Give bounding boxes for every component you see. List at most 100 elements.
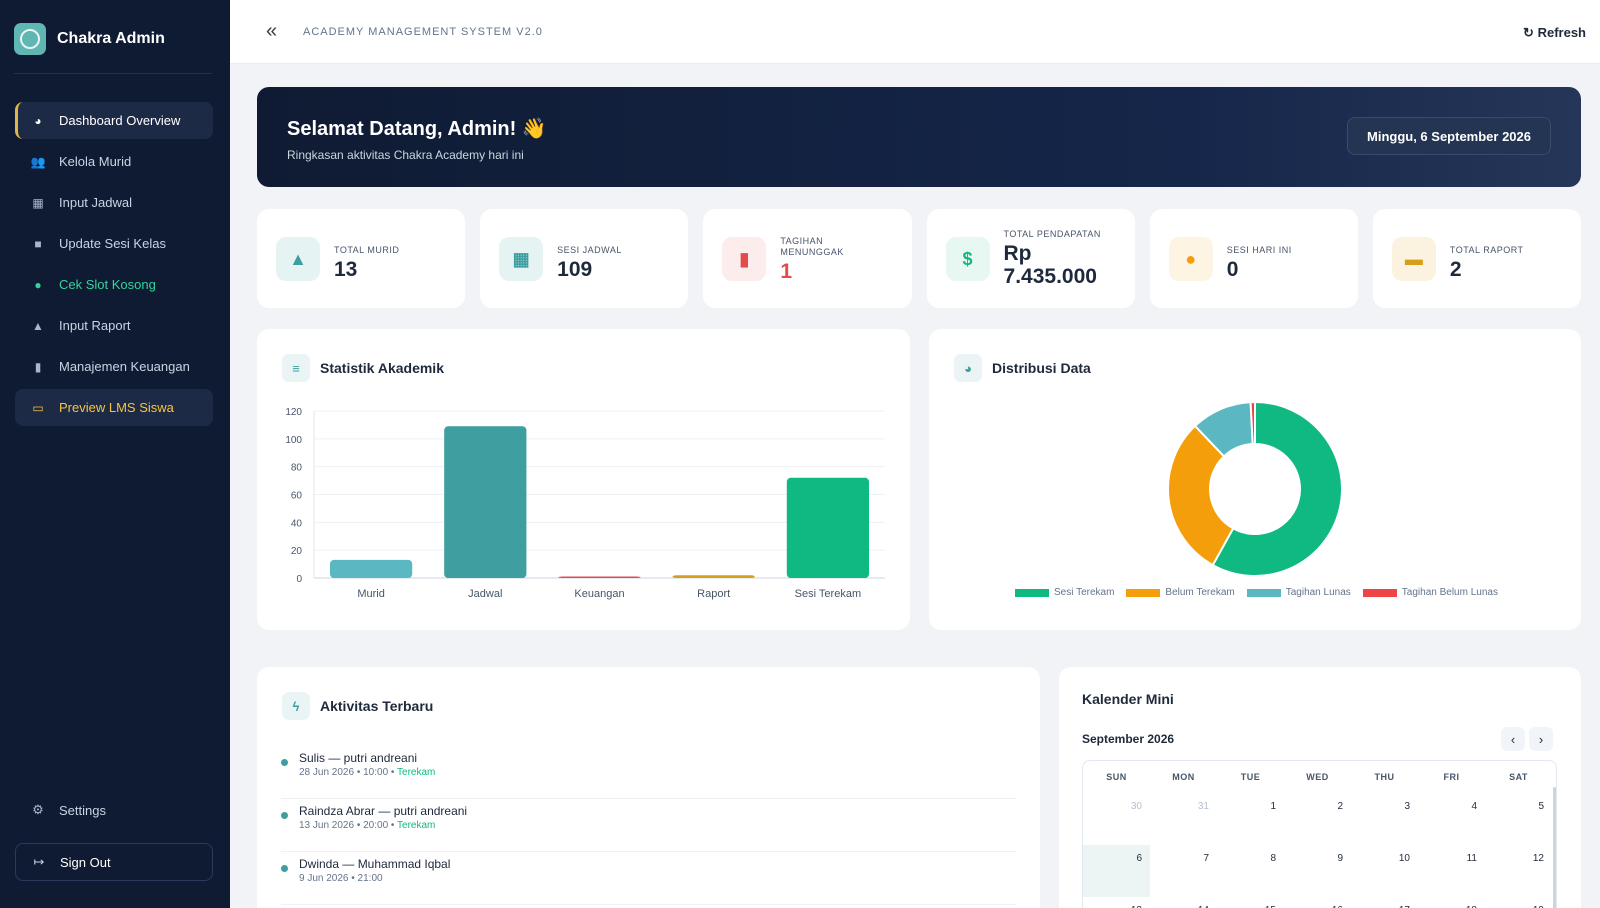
panel-title: Kalender Mini: [1082, 691, 1174, 707]
dollar-icon: $: [945, 237, 990, 281]
x-tick-label: Jadwal: [468, 588, 502, 600]
sidebar-nav: ◕ Dashboard Overview 👥 Kelola Murid ▦ In…: [15, 102, 213, 430]
panel-title: Distribusi Data: [992, 360, 1091, 376]
sidebar-item-cek-slot-kosong[interactable]: ● Cek Slot Kosong: [15, 266, 213, 303]
calendar-day[interactable]: 7: [1203, 853, 1209, 864]
users-icon: 👥: [30, 154, 46, 169]
calendar-day[interactable]: 31: [1197, 801, 1209, 812]
legend-item[interactable]: Tagihan Lunas: [1246, 587, 1351, 598]
panel-header: ≡ Statistik Akademik: [282, 354, 444, 382]
y-tick-label: 120: [285, 407, 302, 418]
calendar-day[interactable]: 6: [1083, 845, 1150, 897]
stat-value: 2: [1449, 258, 1462, 281]
legend-item[interactable]: Belum Terekam: [1126, 587, 1235, 598]
x-tick-label: Sesi Terekam: [795, 588, 861, 600]
x-tick-label: Murid: [357, 588, 385, 600]
calendar-day[interactable]: 15: [1217, 897, 1284, 908]
legend-item[interactable]: Sesi Terekam: [1015, 587, 1114, 598]
sign-out-button[interactable]: ↦ Sign Out: [15, 843, 213, 881]
status-dot: [281, 759, 288, 766]
brand-logo-icon: [14, 23, 46, 55]
slice-belum-terekam: [1167, 424, 1235, 567]
x-tick-label: Keuangan: [574, 588, 624, 600]
sidebar-item-settings[interactable]: ⚙ Settings: [15, 793, 213, 827]
legend-swatch: [1362, 588, 1397, 597]
stat-label: SESI HARI INI: [1226, 245, 1292, 255]
stat-card-total-pendapatan: $ TOTAL PENDAPATAN Rp 7.435.000: [926, 209, 1135, 308]
refresh-icon: ↻: [1523, 25, 1534, 40]
sidebar-item-manajemen-keuangan[interactable]: ▮ Manajemen Keuangan: [15, 348, 213, 385]
lightning-icon: ϟ: [282, 692, 310, 720]
list-item[interactable]: Raindza Abrar — putri andreani 13 Jun 20…: [281, 799, 1016, 852]
sidebar-item-kelola-murid[interactable]: 👥 Kelola Murid: [15, 143, 213, 180]
stat-card-tagihan-menunggak: ▮ TAGIHAN MENUNGGAK 1: [703, 209, 912, 308]
bar-chart-icon: ≡: [282, 354, 310, 382]
legend-item[interactable]: Tagihan Belum Lunas: [1362, 587, 1498, 598]
calendar-day[interactable]: 3: [1404, 801, 1410, 812]
calendar-day[interactable]: 13: [1083, 897, 1150, 908]
date-badge: Minggu, 6 September 2026: [1347, 117, 1551, 155]
chevron-left-icon: ‹: [1510, 731, 1516, 747]
calendar-day[interactable]: 4: [1471, 801, 1477, 812]
panel-header: ◕ Distribusi Data: [954, 354, 1091, 382]
welcome-subtitle: Ringkasan aktivitas Chakra Academy hari …: [287, 148, 524, 162]
sidebar-item-input-jadwal[interactable]: ▦ Input Jadwal: [15, 184, 213, 221]
calendar-day[interactable]: 8: [1270, 853, 1276, 864]
divider: [14, 73, 212, 74]
y-tick-label: 80: [291, 463, 303, 474]
activity-title: Sulis — putri andreani: [299, 751, 418, 765]
calendar-day[interactable]: 10: [1398, 853, 1410, 864]
calendar-prev-button[interactable]: ‹: [1501, 727, 1525, 751]
bar-chart: 0 20 40 60 80 100 120 Murid Jadwal Keuangan Raport…: [285, 407, 885, 600]
list-item[interactable]: Sulis — putri andreani 28 Jun 2026 • 10:…: [281, 746, 1016, 799]
calendar-dow: TUE: [1240, 772, 1261, 782]
refresh-button[interactable]: ↻ Refresh: [1523, 25, 1586, 41]
gear-icon: ⚙: [32, 802, 44, 817]
activity-status: Terekam: [397, 820, 436, 831]
stat-label: TOTAL RAPORT: [1449, 245, 1524, 255]
calendar-day[interactable]: 18: [1418, 897, 1485, 908]
calendar-day[interactable]: 17: [1351, 897, 1418, 908]
calendar-day[interactable]: 5: [1538, 801, 1544, 812]
legend-label: Tagihan Lunas: [1285, 587, 1351, 598]
sidebar-item-label: Dashboard Overview: [59, 113, 181, 128]
bar-keuangan: [558, 576, 641, 578]
calendar-day[interactable]: 2: [1337, 801, 1343, 812]
stat-value: 1: [780, 260, 793, 283]
calendar-icon: ▦: [32, 195, 44, 210]
stat-card-sesi-hari-ini: ● SESI HARI INI 0: [1149, 209, 1358, 308]
panel-title: Aktivitas Terbaru: [320, 698, 434, 714]
top-bar: « ACADEMY MANAGEMENT SYSTEM V2.0 ↻ Refre…: [230, 0, 1600, 64]
calendar-day[interactable]: 30: [1130, 801, 1142, 812]
list-item[interactable]: Dwinda — Muhammad Iqbal 9 Jun 2026 • 21:…: [281, 852, 1016, 905]
calendar-day[interactable]: 19: [1485, 897, 1552, 908]
calendar-scrollbar[interactable]: [1553, 787, 1556, 908]
calendar-day[interactable]: 11: [1466, 853, 1477, 864]
sidebar-item-preview-lms-siswa[interactable]: ▭ Preview LMS Siswa: [15, 389, 213, 426]
calendar-next-button[interactable]: ›: [1529, 727, 1553, 751]
calendar-dow: WED: [1306, 772, 1329, 782]
refresh-label: Refresh: [1537, 25, 1586, 40]
stat-value: 13: [334, 258, 358, 281]
aktivitas-terbaru-panel: ϟ Aktivitas Terbaru Sulis — putri andrea…: [257, 667, 1040, 908]
legend-label: Belum Terekam: [1165, 587, 1235, 598]
sidebar-item-label: Input Jadwal: [59, 195, 132, 210]
calendar-day[interactable]: 14: [1150, 897, 1217, 908]
calendar-day[interactable]: 1: [1270, 801, 1276, 812]
stat-card-total-murid: ▲ TOTAL MURID 13: [257, 209, 466, 308]
stat-label: SESI JADWAL: [557, 245, 622, 255]
sidebar-item-input-raport[interactable]: ▲ Input Raport: [15, 307, 213, 344]
collapse-sidebar-icon[interactable]: «: [266, 20, 278, 42]
brand[interactable]: Chakra Admin: [14, 23, 165, 55]
stat-value: 0: [1226, 258, 1239, 281]
video-icon: ■: [34, 236, 42, 251]
calendar-day[interactable]: 9: [1337, 853, 1343, 864]
pie-chart-icon: ◕: [954, 354, 982, 382]
calendar-day[interactable]: 12: [1532, 853, 1544, 864]
activity-title: Dwinda — Muhammad Iqbal: [299, 857, 451, 871]
sidebar-item-dashboard-overview[interactable]: ◕ Dashboard Overview: [15, 102, 213, 139]
calendar-day[interactable]: 16: [1284, 897, 1351, 908]
slice-tagihan-belum-lunas: [1249, 400, 1256, 446]
sidebar-item-update-sesi-kelas[interactable]: ■ Update Sesi Kelas: [15, 225, 213, 262]
activity-status: Terekam: [397, 767, 436, 778]
